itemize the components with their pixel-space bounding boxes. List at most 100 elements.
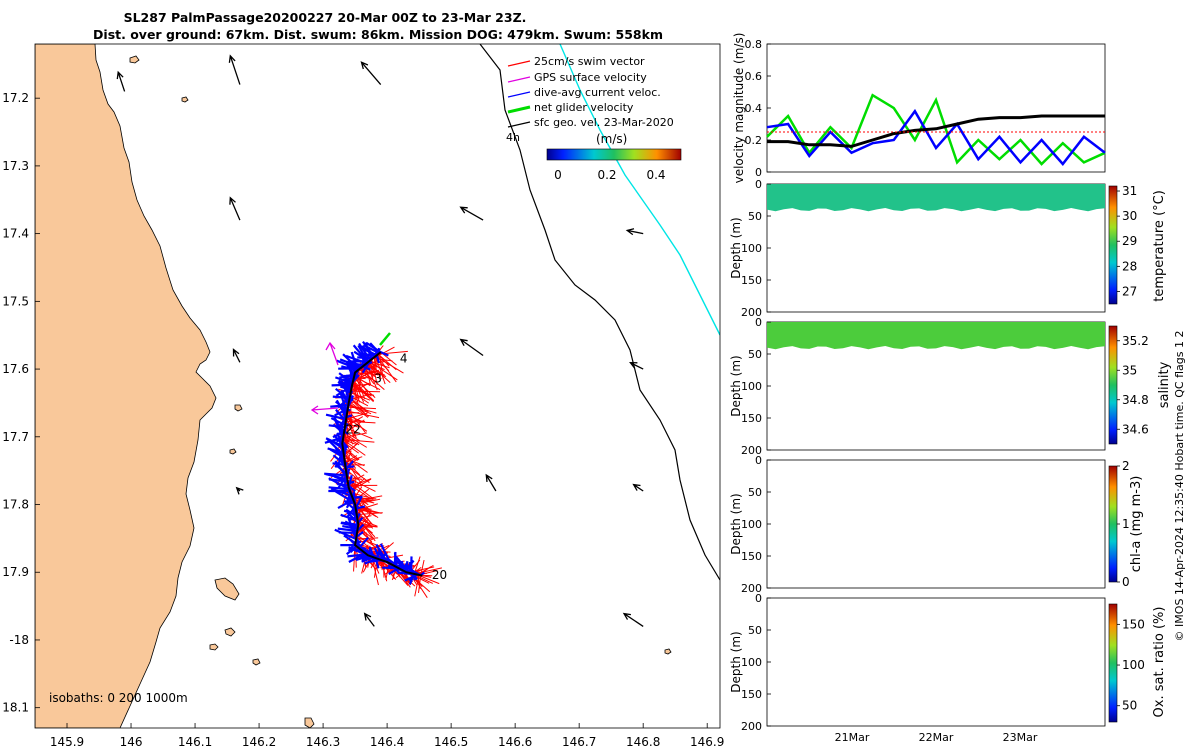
oxygen-frame — [766, 597, 1106, 727]
dive-vector — [334, 475, 349, 483]
salinity-y-axis: 0 50 100 150 200 — [741, 316, 771, 457]
legend-4h-label: 4h — [506, 131, 520, 144]
map-colorbar-tick: 0 — [554, 168, 562, 182]
depth-tick-label: 100 — [741, 656, 762, 669]
colorbar-tick-label: 35 — [1122, 363, 1137, 377]
map-y-tick-label: 17.3 — [2, 159, 29, 173]
track-label: 3 — [374, 372, 382, 386]
track-labels: 4 3 22 20 — [345, 351, 447, 582]
colorbar-tick-label: 0 — [1122, 575, 1130, 589]
island — [209, 643, 219, 651]
swim-vector — [417, 574, 421, 589]
velocity-y-tick-label: 0.6 — [745, 70, 763, 83]
colorbar-tick-label: 31 — [1122, 184, 1137, 198]
legend-net-line — [507, 105, 531, 114]
dive-vector — [338, 372, 354, 385]
salinity-ylabel: Depth (m) — [729, 355, 743, 416]
colorbar-tick-label: 2 — [1122, 459, 1130, 473]
dive-vector — [339, 358, 362, 369]
dive-vector — [334, 460, 348, 479]
swim-vector — [349, 393, 372, 401]
velocity-y-tick-label: 0.2 — [745, 134, 763, 147]
colorbar-tick-label: 30 — [1122, 209, 1137, 223]
depth-tick-label: 100 — [741, 380, 762, 393]
depth-tick-label: 200 — [741, 306, 762, 319]
map-x-tick-label: 146.5 — [434, 735, 468, 749]
legend-item-net: net glider velocity — [507, 101, 634, 114]
swim-vector — [343, 455, 368, 473]
map-y-tick-label: 17.2 — [2, 91, 29, 105]
map-x-tick-label: 145.9 — [50, 735, 84, 749]
oxygen-colorbar — [1108, 603, 1118, 723]
map-x-tick-label: 146.2 — [242, 735, 276, 749]
chlorophyll-colorbar — [1108, 465, 1118, 583]
map-y-tick-label: 17.4 — [2, 227, 29, 241]
colorbar-tick-label: 35.2 — [1122, 334, 1149, 348]
island — [252, 658, 261, 666]
depth-tick-label: 50 — [748, 624, 762, 637]
geo-arrow — [232, 348, 241, 363]
colorbar-tick-label: 1 — [1122, 517, 1130, 531]
swim-vector — [365, 363, 385, 376]
velocity-series — [766, 93, 1106, 166]
dive-vector — [404, 573, 418, 582]
geo-arrow — [625, 228, 644, 236]
salinity-panel: 0 50 100 150 200 Depth (m) 35.2 35 34.8 34.6 sa… — [729, 316, 1172, 457]
swim-vector — [372, 357, 393, 362]
velocity-y-tick-label: 0 — [755, 166, 762, 179]
velocity-frame — [766, 43, 1106, 173]
track-label: 4 — [400, 351, 408, 365]
coastline-land — [35, 44, 217, 728]
map-y-tick-label: 18.1 — [2, 701, 29, 715]
geo-arrow — [229, 196, 241, 221]
map-x-tick-label: 146.1 — [178, 735, 212, 749]
swim-vector — [418, 575, 422, 593]
colorbar-tick-label: 28 — [1122, 259, 1137, 273]
geo-arrow — [485, 473, 497, 492]
time-axis: 21Mar 22Mar 23Mar — [835, 731, 1038, 744]
title-line-2: Dist. over ground: 67km. Dist. swum: 86k… — [93, 27, 663, 42]
swim-vector — [350, 390, 381, 393]
velocity-ylabel: velocity magnitude (m/s) — [732, 33, 746, 184]
map-y-tick-label: 17.7 — [2, 430, 29, 444]
swim-vector — [352, 497, 375, 504]
map-y-tick-label: 17.9 — [2, 565, 29, 579]
geo-arrow — [622, 612, 644, 627]
swim-vector — [375, 356, 386, 385]
geo-arrow — [363, 612, 375, 627]
legend-net-label: net glider velocity — [534, 101, 634, 114]
dive-vector — [335, 490, 356, 504]
temperature-colorbar-ticks: 31 30 29 28 27 — [1117, 184, 1137, 298]
colorbar-tick-label: 27 — [1122, 284, 1137, 298]
swim-vector — [345, 412, 368, 420]
depth-tick-label: 50 — [748, 210, 762, 223]
legend-geo-line — [507, 121, 531, 128]
legend-item-geo: sfc geo. vel. 23-Mar-2020 — [507, 116, 674, 129]
glider-track — [341, 351, 423, 577]
salinity-colorbar — [1108, 325, 1118, 445]
legend-gps-label: GPS surface velocity — [534, 71, 647, 84]
dive-vector — [344, 460, 355, 471]
swim-vector — [350, 481, 362, 493]
dive-vector — [326, 438, 345, 457]
chlorophyll-colorbar-ticks: 2 1 0 — [1117, 459, 1130, 589]
geo-arrow — [459, 338, 484, 357]
temperature-colorbar — [1108, 185, 1118, 305]
legend-gps-line — [507, 76, 531, 83]
isobaths-label: isobaths: 0 200 1000m — [49, 691, 188, 705]
swim-vector — [353, 495, 383, 502]
swim-vector — [348, 404, 377, 414]
depth-tick-label: 150 — [741, 412, 762, 425]
dive-vector — [362, 365, 371, 371]
swim-vector — [352, 380, 375, 402]
map-y-axis: 17.2 17.3 17.4 17.5 17.6 17.7 17.8 17.9 -18 18.1 — [2, 91, 40, 715]
depth-tick-label: 100 — [741, 518, 762, 531]
swim-vector — [343, 443, 358, 456]
depth-tick-label: 150 — [741, 550, 762, 563]
oxygen-colorbar-ticks: 150 100 50 — [1117, 617, 1145, 713]
swim-vector — [345, 416, 355, 438]
swim-vector — [348, 406, 366, 410]
legend-swim-label: 25cm/s swim vector — [534, 55, 645, 68]
oxygen-y-axis: 0 50 100 150 200 — [741, 592, 771, 733]
